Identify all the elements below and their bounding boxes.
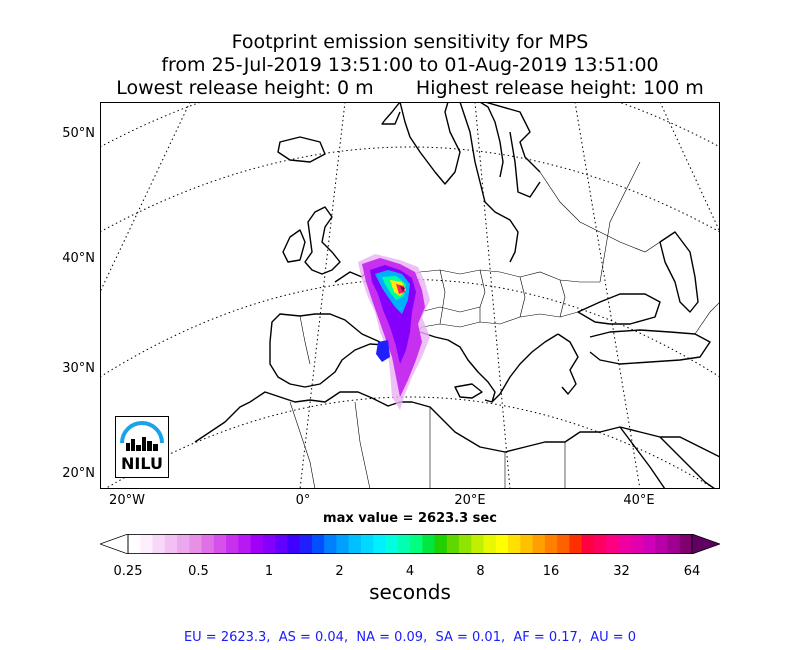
title-line-1: Footprint emission sensitivity for MPS — [231, 31, 589, 53]
colorbar-segment — [152, 534, 166, 554]
colorbar-tick-label: 2 — [335, 564, 344, 579]
colorbar-segment — [348, 534, 362, 554]
footprint-map — [100, 102, 720, 489]
colorbar-segment — [262, 534, 276, 554]
colorbar-segment — [410, 534, 423, 554]
colorbar-segment — [164, 534, 178, 554]
colorbar-tick-label: 4 — [405, 564, 415, 579]
colorbar — [100, 534, 720, 554]
nilu-logo-graphic — [120, 421, 164, 451]
region-summary: EU = 2623.3, AS = 0.04, NA = 0.09, SA = … — [183, 630, 637, 645]
colorbar-segment — [434, 534, 448, 554]
colorbar-segment — [520, 534, 534, 554]
colorbar-segment — [373, 534, 387, 554]
country-borders — [289, 161, 720, 489]
colorbar-segment — [618, 534, 632, 554]
colorbar-segment — [336, 534, 350, 554]
colorbar-segment — [679, 534, 693, 554]
colorbar-segment — [324, 534, 338, 554]
colorbar-segment — [508, 534, 521, 554]
colorbar-segment — [532, 534, 546, 554]
lat-label-20: 20°N — [62, 466, 95, 481]
colorbar-segment — [655, 534, 669, 554]
colorbar-segment — [128, 534, 141, 554]
colorbar-segment — [667, 534, 681, 554]
colorbar-tick-label: 64 — [683, 564, 701, 579]
colorbar-segment — [630, 534, 644, 554]
colorbar-segment — [557, 534, 570, 554]
lat-label-40: 40°N — [62, 251, 95, 266]
nilu-logo: NILU — [115, 416, 169, 478]
colorbar-segment — [385, 534, 399, 554]
lat-label-50: 50°N — [62, 126, 95, 141]
colorbar-segment — [581, 534, 595, 554]
colorbar-tick-label: 8 — [476, 564, 485, 579]
colorbar-extend-high — [691, 534, 720, 554]
colorbar-segment — [569, 534, 583, 554]
colorbar-segment — [201, 534, 215, 554]
colorbar-segment — [459, 534, 472, 554]
coastlines — [194, 102, 720, 489]
colorbar-segment — [213, 534, 227, 554]
title-line-2: from 25-Jul-2019 13:51:00 to 01-Aug-2019… — [161, 54, 659, 76]
colorbar-segment — [311, 534, 325, 554]
lon-label-0: 0° — [295, 493, 311, 508]
max-value-label: max value = 2623.3 sec — [323, 511, 497, 526]
colorbar-tick-label: 1 — [264, 564, 274, 579]
colorbar-tick-label: 32 — [613, 564, 630, 579]
lat-label-30: 30°N — [62, 361, 95, 376]
colorbar-segment — [446, 534, 460, 554]
colorbar-segment — [471, 534, 485, 554]
colorbar-segment — [422, 534, 436, 554]
colorbar-segment — [544, 534, 558, 554]
colorbar-segment — [140, 534, 154, 554]
colorbar-segment — [642, 534, 656, 554]
colorbar-extend-low — [100, 534, 129, 554]
colorbar-segment — [495, 534, 509, 554]
colorbar-segment — [593, 534, 607, 554]
colorbar-segment — [238, 534, 252, 554]
lon-label-20w: 20°W — [109, 493, 145, 508]
colorbar-segment — [177, 534, 190, 554]
nilu-logo-text: NILU — [121, 454, 163, 473]
colorbar-segment — [189, 534, 203, 554]
colorbar-label: seconds — [369, 580, 451, 604]
colorbar-tick-label: 0.5 — [188, 564, 209, 579]
colorbar-segment — [287, 534, 301, 554]
colorbar-segment — [606, 534, 620, 554]
footprint-plume — [358, 254, 430, 410]
colorbar-segment — [397, 534, 411, 554]
colorbar-segment — [483, 534, 497, 554]
colorbar-segment — [250, 534, 264, 554]
lon-label-40e: 40°E — [623, 493, 655, 508]
colorbar-tick-label: 16 — [542, 564, 560, 579]
lon-label-20e: 20°E — [454, 493, 486, 508]
title-line-3: Lowest release height: 0 m Highest relea… — [116, 77, 704, 99]
colorbar-segments — [128, 534, 693, 554]
colorbar-tick-label: 0.25 — [113, 564, 143, 579]
colorbar-segment — [299, 534, 313, 554]
colorbar-segment — [275, 534, 288, 554]
colorbar-segment — [360, 534, 374, 554]
colorbar-segment — [226, 534, 239, 554]
